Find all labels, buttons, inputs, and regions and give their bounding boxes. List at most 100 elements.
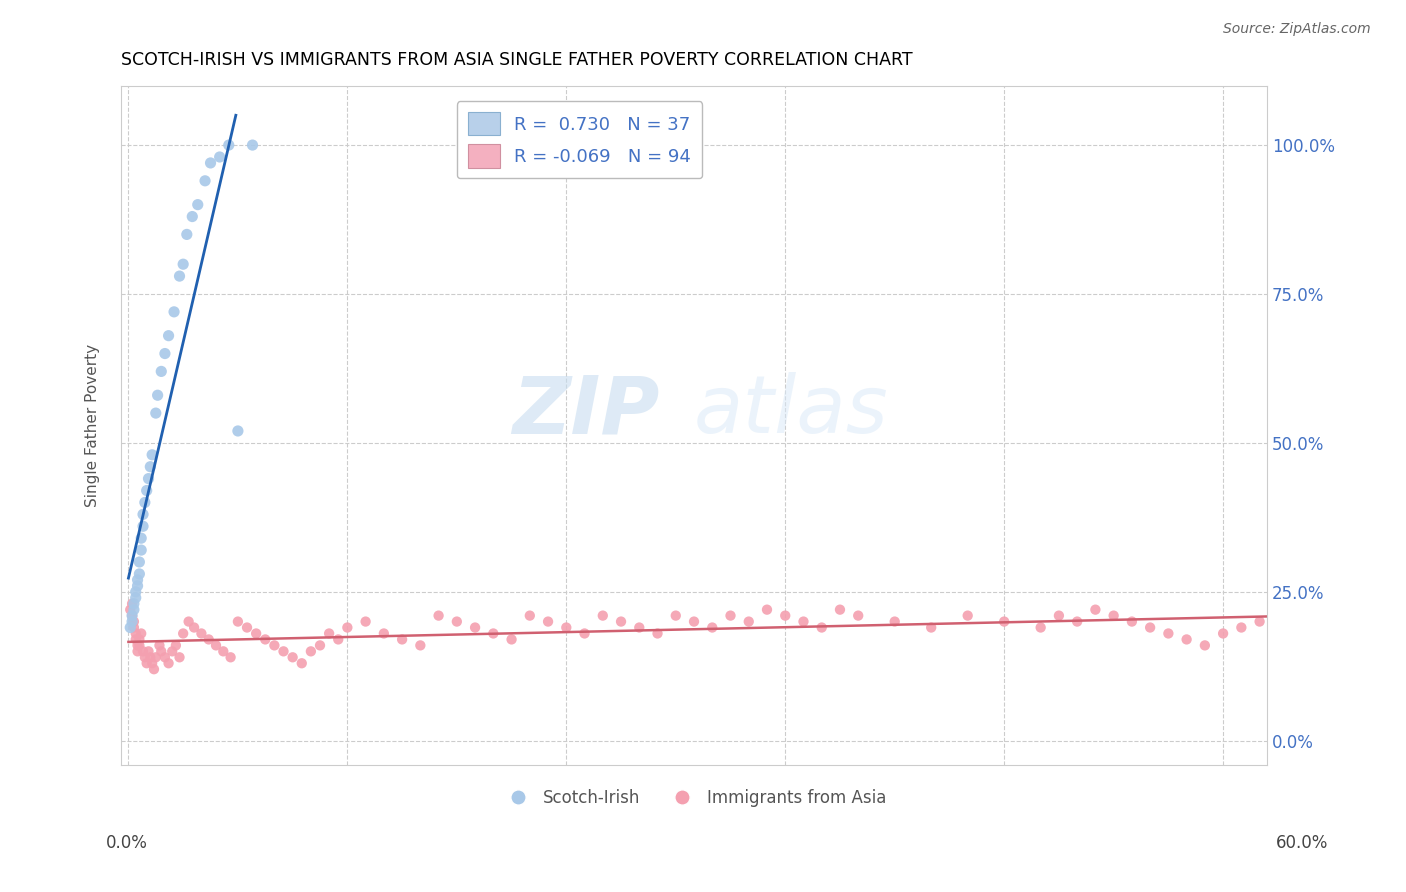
Point [336, 620, 359, 634]
Point [218, 138, 240, 153]
Point [138, 644, 160, 658]
Point [121, 597, 143, 611]
Point [190, 626, 212, 640]
Point [993, 615, 1015, 629]
Point [176, 227, 198, 242]
Text: Source: ZipAtlas.com: Source: ZipAtlas.com [1223, 22, 1371, 37]
Point [157, 657, 180, 671]
Point [273, 644, 295, 658]
Point [127, 639, 149, 653]
Point [328, 632, 350, 647]
Point [226, 424, 249, 438]
Point [482, 626, 505, 640]
Point [208, 150, 231, 164]
Point [135, 483, 157, 498]
Point [1084, 602, 1107, 616]
Point [738, 615, 761, 629]
Point [665, 608, 688, 623]
Point [157, 328, 180, 343]
Point [125, 591, 148, 605]
Point [519, 608, 541, 623]
Point [121, 608, 143, 623]
Point [129, 626, 152, 640]
Point [956, 608, 979, 623]
Point [263, 639, 285, 653]
Point [135, 657, 157, 671]
Point [242, 138, 264, 153]
Point [172, 257, 194, 271]
Point [236, 620, 259, 634]
Point [555, 620, 578, 634]
Point [172, 626, 194, 640]
Point [1212, 626, 1234, 640]
Point [127, 573, 149, 587]
Point [139, 459, 162, 474]
Point [1102, 608, 1125, 623]
Point [1157, 626, 1180, 640]
Text: SCOTCH-IRISH VS IMMIGRANTS FROM ASIA SINGLE FATHER POVERTY CORRELATION CHART: SCOTCH-IRISH VS IMMIGRANTS FROM ASIA SIN… [121, 51, 912, 69]
Point [127, 644, 149, 658]
Point [150, 364, 173, 378]
Point [299, 644, 322, 658]
Point [501, 632, 523, 647]
Point [153, 346, 176, 360]
Point [153, 650, 176, 665]
Point [128, 566, 150, 581]
Point [1249, 615, 1271, 629]
Point [628, 620, 651, 634]
Point [181, 210, 204, 224]
Point [163, 305, 186, 319]
Point [187, 197, 209, 211]
Point [197, 632, 219, 647]
Point [1139, 620, 1161, 634]
Point [120, 620, 142, 634]
Point [145, 406, 167, 420]
Point [132, 519, 155, 533]
Point [139, 650, 162, 665]
Point [720, 608, 742, 623]
Point [177, 615, 200, 629]
Point [1175, 632, 1198, 647]
Point [122, 615, 145, 629]
Point [792, 615, 814, 629]
Point [143, 662, 166, 676]
Text: 0.0%: 0.0% [105, 834, 148, 852]
Point [205, 639, 228, 653]
Point [828, 602, 851, 616]
Point [464, 620, 486, 634]
Legend: Scotch-Irish, Immigrants from Asia: Scotch-Irish, Immigrants from Asia [495, 782, 893, 814]
Text: atlas: atlas [695, 373, 889, 450]
Point [122, 620, 145, 634]
Point [281, 650, 304, 665]
Point [1029, 620, 1052, 634]
Point [169, 269, 191, 284]
Point [773, 608, 796, 623]
Point [194, 174, 217, 188]
Point [169, 650, 191, 665]
Point [1121, 615, 1143, 629]
Point [920, 620, 942, 634]
Point [138, 472, 160, 486]
Point [1047, 608, 1070, 623]
Point [146, 388, 169, 402]
Point [134, 650, 156, 665]
Point [150, 644, 173, 658]
Point [129, 531, 152, 545]
Text: 60.0%: 60.0% [1277, 834, 1329, 852]
Point [373, 626, 395, 640]
Point [1194, 639, 1216, 653]
Point [647, 626, 669, 640]
Point [122, 597, 145, 611]
Point [610, 615, 633, 629]
Point [309, 639, 332, 653]
Point [1230, 620, 1253, 634]
Point [145, 650, 167, 665]
Point [120, 602, 142, 616]
Point [165, 639, 187, 653]
Point [128, 639, 150, 653]
Point [125, 584, 148, 599]
Point [574, 626, 596, 640]
Point [125, 626, 148, 640]
Point [141, 448, 163, 462]
Text: ZIP: ZIP [512, 373, 659, 450]
